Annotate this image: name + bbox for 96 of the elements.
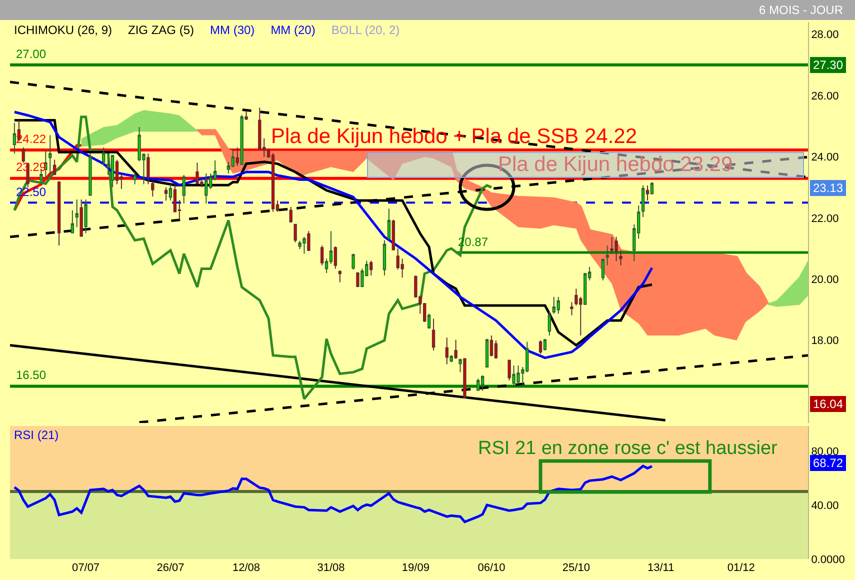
candlestick	[356, 272, 360, 288]
candlestick	[307, 230, 310, 252]
candlestick	[445, 337, 448, 365]
candlestick	[646, 184, 650, 201]
candlestick	[48, 134, 52, 179]
candlestick	[70, 210, 74, 234]
candlestick	[490, 334, 494, 357]
candlestick	[57, 180, 61, 246]
candlestick	[548, 311, 552, 336]
candlestick	[12, 122, 16, 154]
y-tick-label: 40.00	[811, 500, 839, 512]
candlestick	[556, 296, 560, 314]
candlestick	[240, 114, 244, 165]
y-tick-label: 24.00	[811, 152, 839, 164]
candlestick	[75, 199, 78, 228]
candlestick	[84, 199, 88, 234]
candlestick	[168, 184, 172, 201]
candlestick	[570, 302, 574, 316]
x-tick-label: 31/08	[317, 562, 345, 574]
candlestick	[334, 246, 338, 270]
candlestick	[370, 260, 373, 276]
candlestick	[115, 159, 119, 185]
candlestick	[110, 154, 114, 188]
annotation: MM (20)	[270, 23, 316, 37]
candlestick	[204, 173, 208, 204]
candlestick	[641, 184, 645, 218]
candlestick	[338, 270, 342, 283]
candlestick	[480, 374, 484, 392]
candlestick	[494, 340, 498, 360]
y-tick-label: 18.00	[811, 335, 839, 348]
annotation: RSI (21)	[14, 428, 59, 442]
candlestick	[80, 199, 83, 237]
candlestick	[320, 244, 324, 266]
candlestick	[606, 244, 609, 266]
candlestick	[22, 147, 25, 164]
candlestick	[601, 258, 605, 281]
candlestick	[151, 180, 154, 197]
x-tick-label: 19/09	[402, 562, 430, 574]
chart-subtitle: 6 MOIS - JOUR	[758, 3, 843, 17]
candlestick	[236, 147, 239, 166]
candlestick	[387, 208, 391, 240]
candlestick	[44, 150, 48, 179]
annotation: MM (30)	[210, 23, 255, 37]
candlestick	[614, 236, 618, 262]
candlestick	[476, 378, 480, 392]
x-tick-label: 06/10	[478, 562, 506, 574]
annotation: BOLL (20, 2)	[331, 23, 400, 37]
candlestick	[164, 186, 168, 201]
text: 16.04	[810, 396, 846, 412]
annotation: RSI 21 en zone rose c' est haussier	[478, 438, 778, 459]
candlestick	[52, 159, 56, 176]
candlestick	[650, 182, 654, 195]
x-tick-label: 01/12	[727, 562, 755, 574]
line-series	[13, 464, 654, 524]
x-tick-label: 26/07	[156, 562, 184, 574]
x-tick-label: 25/10	[562, 562, 590, 574]
candlestick	[432, 318, 436, 351]
candlestick	[352, 253, 355, 270]
annotation: ZIG ZAG (5)	[128, 23, 194, 37]
text: 23.13	[810, 180, 846, 196]
candlestick	[289, 206, 292, 223]
candlestick	[146, 153, 150, 185]
candlestick	[182, 174, 186, 204]
candlestick	[508, 360, 511, 381]
x-tick-label: 12/08	[232, 562, 260, 574]
candlestick	[543, 338, 547, 351]
candlestick	[485, 338, 489, 368]
candlestick	[133, 171, 136, 185]
ref-line-label: 16.50	[16, 368, 46, 382]
x-tick-label: 07/07	[72, 562, 100, 574]
candlestick	[538, 340, 542, 354]
text: 68.72	[810, 455, 846, 471]
candlestick	[382, 240, 386, 276]
candlestick	[427, 313, 431, 330]
candlestick	[454, 339, 458, 360]
y-tick-label: 26.00	[811, 90, 839, 102]
candlestick	[458, 358, 462, 373]
y-tick-label: 20.00	[811, 274, 839, 286]
candlestick	[271, 152, 275, 212]
y-tick-label: 0.0000	[811, 554, 845, 566]
annotation: ICHIMOKU (26, 9)	[14, 23, 112, 37]
candlestick	[294, 224, 297, 243]
ref-line-label: 24.22	[16, 132, 46, 146]
ref-line-label: 27.00	[16, 47, 46, 61]
y-tick-label: 22.00	[811, 212, 839, 225]
candlestick	[88, 153, 92, 196]
candlestick	[102, 147, 106, 166]
candlestick	[392, 219, 395, 251]
candlestick	[244, 110, 248, 120]
y-tick-label: 28.00	[811, 29, 839, 42]
candlestick	[619, 250, 622, 266]
x-tick-label: 13/11	[648, 562, 674, 574]
annotation: Pla de Kijun hebdo 23.29	[498, 153, 733, 176]
text: 27.30	[810, 57, 846, 73]
y-tick-label: 80.00	[811, 446, 839, 458]
candlestick	[463, 358, 466, 400]
